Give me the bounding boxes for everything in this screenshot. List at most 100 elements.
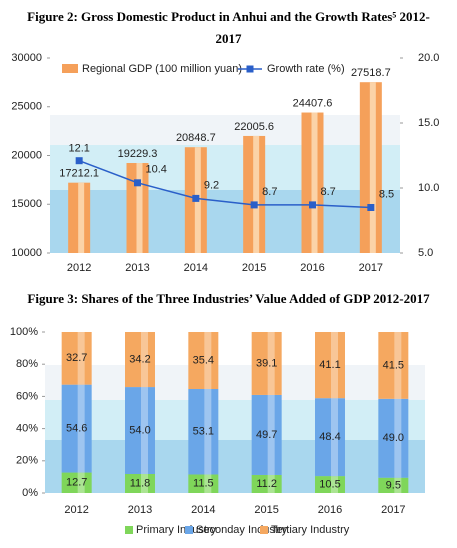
y-tick-label: 0%	[22, 487, 38, 499]
legend-label: Tertiary Industry	[271, 524, 350, 536]
bar-segment	[315, 398, 345, 477]
background-band	[50, 190, 400, 253]
x-tick-label: 2017	[359, 262, 383, 274]
line-marker	[367, 204, 375, 211]
bar-highlight	[204, 388, 212, 475]
y2-tick-label: 15.0	[418, 117, 439, 129]
x-tick-label: 2013	[125, 262, 149, 274]
x-tick-label: 2014	[184, 262, 208, 274]
x-tick-label: 2013	[128, 504, 152, 516]
segment-value-label: 53.1	[193, 426, 214, 438]
segment-value-label: 39.1	[256, 357, 277, 369]
segment-value-label: 9.5	[386, 479, 401, 491]
line-value-label: 10.4	[146, 164, 167, 176]
line-value-label: 12.1	[68, 143, 89, 155]
line-value-label: 9.2	[204, 179, 219, 191]
y-tick-label: 25000	[11, 101, 42, 113]
bar-segment	[188, 388, 219, 475]
y2-tick-label: 10.0	[418, 182, 439, 194]
bar-highlight	[394, 398, 402, 478]
bar-highlight	[78, 182, 85, 253]
bar-highlight	[267, 394, 275, 475]
segment-value-label: 32.7	[66, 352, 87, 364]
segment-value-label: 12.7	[66, 477, 87, 489]
bar-highlight	[369, 82, 376, 253]
bar-highlight	[331, 398, 338, 477]
bar-highlight	[141, 387, 148, 475]
bar-value-label: 22005.6	[234, 121, 274, 133]
bar-value-label: 27518.7	[351, 67, 391, 79]
y-tick-label: 30000	[11, 52, 42, 64]
legend-label: Regional GDP (100 million yuan)	[82, 63, 242, 75]
bar-highlight	[311, 112, 318, 253]
segment-value-label: 11.2	[256, 478, 277, 490]
bar-value-label: 24407.6	[293, 97, 333, 109]
bar-highlight	[253, 135, 260, 253]
y-tick-label: 10000	[11, 247, 42, 259]
background-band	[50, 115, 400, 145]
bar-segment	[125, 332, 155, 388]
bar-highlight	[331, 476, 338, 493]
bar-highlight	[331, 332, 338, 399]
bar-segment	[378, 398, 409, 478]
bar-highlight	[394, 332, 402, 399]
bar-segment	[125, 474, 155, 493]
segment-value-label: 49.0	[383, 432, 404, 444]
bar-segment	[315, 332, 345, 399]
legend-marker	[246, 65, 254, 73]
bar-segment	[61, 384, 92, 473]
chart-title: Figure 3: Shares of the Three Industries…	[27, 291, 430, 306]
x-tick-label: 2012	[67, 262, 91, 274]
segment-value-label: 41.1	[319, 359, 340, 371]
legend-swatch	[260, 526, 268, 534]
bar-highlight	[136, 163, 143, 253]
x-tick-label: 2012	[64, 504, 88, 516]
y-tick-label: 40%	[16, 423, 38, 435]
segment-value-label: 54.6	[66, 423, 87, 435]
x-tick-label: 2016	[300, 262, 324, 274]
background-band	[45, 365, 425, 400]
bar-segment	[251, 332, 282, 395]
legend-swatch	[125, 526, 133, 534]
x-tick-label: 2015	[254, 504, 278, 516]
chart-title: Figure 2: Gross Domestic Product in Anhu…	[27, 9, 430, 46]
bar-highlight	[141, 332, 148, 388]
y2-tick-label: 5.0	[418, 247, 433, 259]
line-marker	[192, 194, 200, 202]
growth-line	[78, 159, 371, 209]
segment-value-label: 35.4	[193, 354, 214, 366]
bar-segment	[378, 332, 409, 399]
legend-swatch	[62, 64, 78, 73]
y-tick-label: 15000	[11, 198, 42, 210]
bar-segment	[188, 474, 219, 493]
legend-label: Primary Industry	[136, 524, 217, 536]
bar-highlight	[204, 332, 212, 389]
bar-highlight	[141, 474, 148, 493]
segment-value-label: 11.5	[193, 478, 214, 490]
segment-value-label: 10.5	[319, 478, 340, 490]
line-marker	[134, 179, 141, 187]
bar-highlight	[267, 332, 275, 395]
bar-segment	[251, 474, 282, 493]
segment-value-label: 41.5	[383, 359, 404, 371]
bar-value-label: 20848.7	[176, 132, 216, 144]
line-marker	[75, 157, 83, 165]
line-marker	[309, 201, 316, 209]
bar-highlight	[77, 384, 85, 473]
legend-label: Growth rate (%)	[267, 63, 345, 75]
legend-swatch	[185, 526, 193, 534]
segment-value-label: 48.4	[319, 431, 340, 443]
line-value-label: 8.7	[321, 186, 336, 198]
background-band	[45, 440, 425, 493]
y-tick-label: 100%	[10, 326, 38, 338]
line-marker	[250, 201, 258, 209]
background-band	[45, 400, 425, 440]
x-tick-label: 2016	[318, 504, 342, 516]
x-tick-label: 2014	[191, 504, 215, 516]
segment-value-label: 49.7	[256, 429, 277, 441]
y-tick-label: 80%	[16, 358, 38, 370]
bar-highlight	[77, 472, 85, 493]
bar-segment	[378, 477, 409, 493]
